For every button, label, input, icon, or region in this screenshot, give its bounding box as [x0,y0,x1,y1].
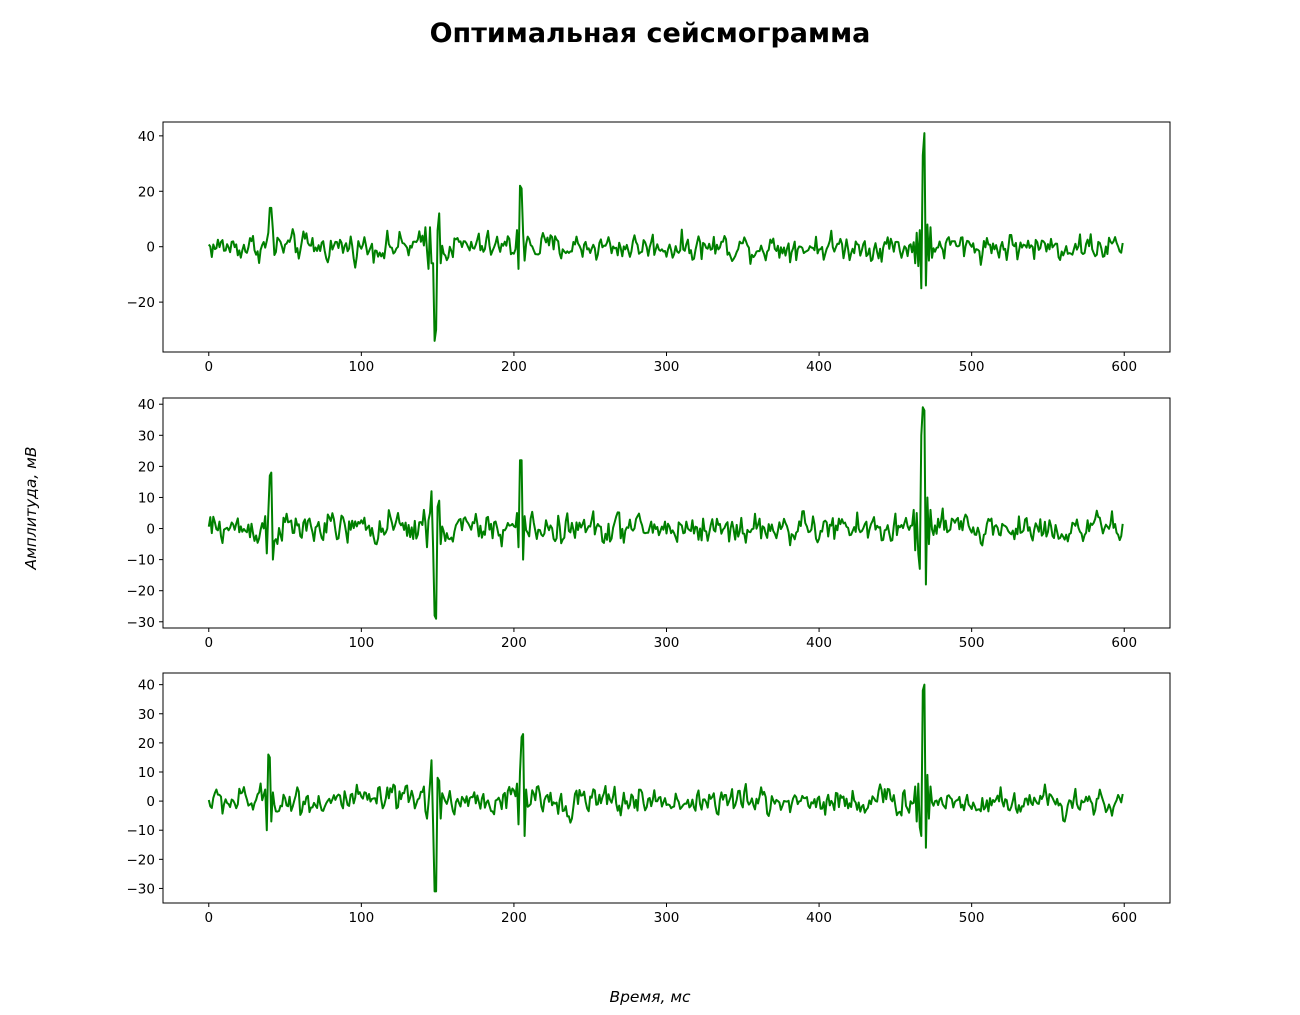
plot-frame [162,397,1171,629]
subplot-1: 0 100 200 300 400 500 600 −20 0 20 40 [127,121,1171,375]
x-tick-label: 400 [806,359,832,375]
y-tick-label: 10 [138,765,155,781]
x-tick-label: 600 [1111,359,1137,375]
y-tick-label: −30 [127,615,156,631]
x-tick-label: 0 [204,359,213,375]
plot-frame [162,672,1171,904]
x-tick-label: 200 [501,359,527,375]
plot-frame [162,121,1171,353]
y-tick-label: 40 [138,397,155,413]
y-tick-label: 40 [138,678,155,694]
y-axis-label: Амплитуда, мВ [22,446,40,570]
x-axis-label: Время, мс [609,988,691,1006]
x-tick-label: 300 [654,359,680,375]
x-tick-label: 300 [654,910,680,926]
x-tick-label: 200 [501,635,527,651]
y-tick-label: −10 [127,553,156,569]
y-tick-label: 0 [146,522,155,538]
y-tick-label: −20 [127,852,156,868]
y-tick-label: 40 [138,129,155,145]
y-tick-label: 30 [138,428,155,444]
x-tick-label: 500 [959,910,985,926]
x-tick-label: 0 [204,635,213,651]
x-tick-label: 400 [806,910,832,926]
subplot-2: 0 100 200 300 400 500 600 −30 −20 −10 0 10 20 30 40 [127,397,1171,651]
y-tick-label: −20 [127,584,156,600]
x-tick-label: 600 [1111,635,1137,651]
x-tick-label: 200 [501,910,527,926]
y-tick-label: 0 [146,240,155,256]
x-tick-label: 100 [348,635,374,651]
x-tick-label: 300 [654,635,680,651]
y-tick-label: 10 [138,490,155,506]
y-tick-label: 20 [138,184,155,200]
series-line-3 [207,683,1124,893]
series-line-2 [207,406,1124,620]
y-tick-label: −20 [127,295,156,311]
y-tick-label: 0 [146,794,155,810]
y-tick-label: 20 [138,736,155,752]
subplot-3: 0 100 200 300 400 500 600 −30 −20 −10 0 10 20 30 40 [127,672,1171,926]
x-tick-label: 100 [348,359,374,375]
x-tick-label: 0 [204,910,213,926]
y-tick-label: −30 [127,881,156,897]
y-tick-label: 30 [138,707,155,723]
chart-title: Оптимальная сейсмограмма [430,18,871,49]
x-tick-label: 400 [806,635,832,651]
x-tick-label: 100 [348,910,374,926]
x-tick-label: 500 [959,635,985,651]
x-tick-label: 600 [1111,910,1137,926]
y-tick-label: −10 [127,823,156,839]
x-tick-label: 500 [959,359,985,375]
series-line-1 [207,132,1124,342]
y-tick-label: 20 [138,459,155,475]
